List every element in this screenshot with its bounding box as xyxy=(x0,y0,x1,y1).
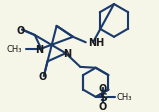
Text: S: S xyxy=(99,92,107,102)
Text: O: O xyxy=(99,101,107,111)
Text: N: N xyxy=(35,44,43,54)
Text: CH₃: CH₃ xyxy=(7,45,22,54)
Text: O: O xyxy=(99,83,107,93)
Text: NH: NH xyxy=(89,38,105,48)
Text: N: N xyxy=(63,49,72,59)
Text: CH₃: CH₃ xyxy=(117,93,132,101)
Text: O: O xyxy=(17,25,25,35)
Text: O: O xyxy=(39,71,47,81)
